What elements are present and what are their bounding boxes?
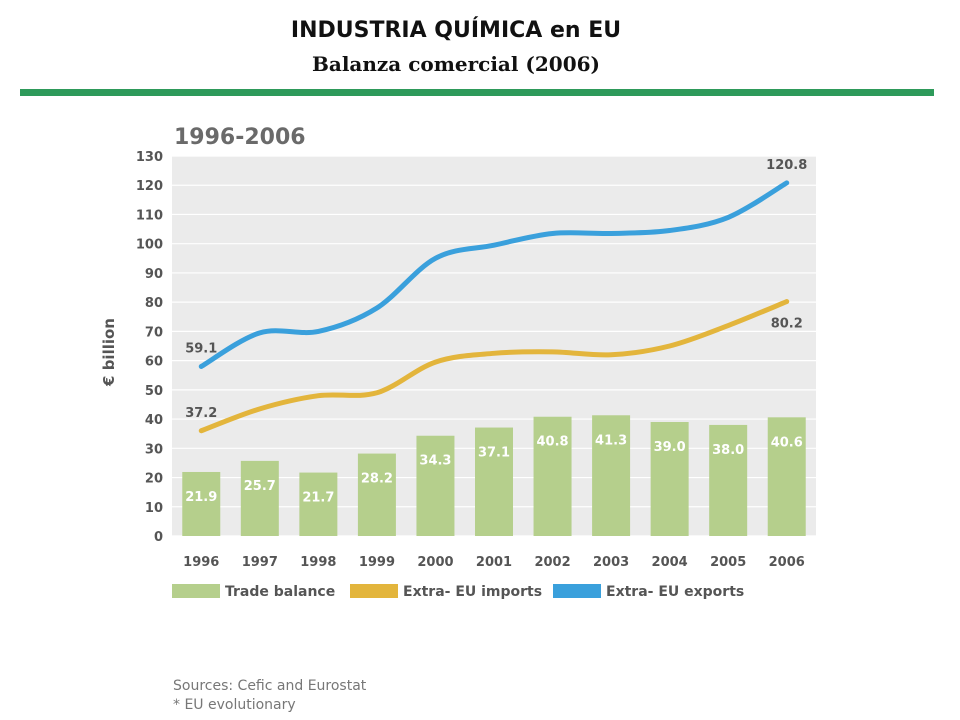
y-tick-label: 0 xyxy=(154,530,163,545)
trade-balance-bar xyxy=(182,471,221,536)
legend-swatch xyxy=(350,584,398,598)
legend: Trade balance Extra- EU imports Extra- EU … xyxy=(172,584,744,600)
line-value-label: 80.2 xyxy=(771,317,803,332)
x-tick-label: 2001 xyxy=(476,555,512,570)
slide-title: INDUSTRIA QUÍMICA en EU xyxy=(290,18,622,43)
x-tick-label: 1996 xyxy=(183,555,219,570)
bar-value-label: 39.0 xyxy=(654,440,686,455)
x-tick-label: 2003 xyxy=(593,555,629,570)
bar-value-label: 21.7 xyxy=(302,491,334,506)
bar-value-label: 34.3 xyxy=(419,454,451,469)
legend-swatch xyxy=(172,584,220,598)
bar-value-label: 40.8 xyxy=(537,435,569,450)
legend-label: Extra- EU exports xyxy=(606,584,744,600)
slide-subtitle: Balanza comercial (2006) xyxy=(311,52,601,76)
trade-balance-bar xyxy=(299,472,338,536)
y-tick-label: 120 xyxy=(136,179,163,194)
bar-value-label: 40.6 xyxy=(771,435,803,450)
imports-line xyxy=(198,299,790,434)
legend-label: Extra- EU imports xyxy=(403,584,542,600)
y-tick-label: 100 xyxy=(136,238,163,253)
bar-value-label: 25.7 xyxy=(244,479,276,494)
y-tick-label: 10 xyxy=(145,501,163,516)
y-tick-label: 30 xyxy=(145,442,163,457)
trade-balance-bar xyxy=(709,424,748,536)
trade-balance-bar xyxy=(533,416,572,536)
y-tick-label: 110 xyxy=(136,208,163,223)
x-tick-label: 2005 xyxy=(710,555,746,570)
x-tick-label: 2002 xyxy=(534,555,570,570)
bar-value-label: 28.2 xyxy=(361,472,393,487)
footnote: Sources: Cefic and Eurostat * EU evoluti… xyxy=(173,677,366,715)
bar-value-label: 37.1 xyxy=(478,446,510,461)
y-tick-label: 80 xyxy=(145,296,163,311)
trade-balance-bar xyxy=(416,435,455,536)
series-lines xyxy=(198,180,790,434)
y-axis-ticks: 0 10 20 30 40 50 60 70 80 90 100 110 120 130 xyxy=(136,150,163,545)
x-tick-label: 2004 xyxy=(652,555,688,570)
title-divider xyxy=(20,89,934,96)
x-tick-label: 1997 xyxy=(242,555,278,570)
y-tick-label: 90 xyxy=(145,267,163,282)
y-tick-label: 20 xyxy=(145,472,163,487)
trade-balance-bar xyxy=(650,422,689,536)
bar-value-label: 38.0 xyxy=(712,443,744,458)
trade-balance-bar xyxy=(240,460,279,536)
line-value-label: 37.2 xyxy=(185,406,217,421)
bar-value-label: 21.9 xyxy=(185,490,217,505)
series-annotations: 37.2 80.2 59.1 120.8 xyxy=(185,158,807,421)
y-tick-label: 40 xyxy=(145,413,163,428)
y-axis-label: € billion xyxy=(100,318,118,387)
y-tick-label: 50 xyxy=(145,384,163,399)
trade-balance-bar xyxy=(357,453,396,536)
footnote-sources: Sources: Cefic and Eurostat xyxy=(173,678,367,694)
footnote-note: * EU evolutionary xyxy=(173,697,296,713)
bar-value-label: 41.3 xyxy=(595,433,627,448)
x-tick-label: 2006 xyxy=(769,555,805,570)
x-tick-label: 2000 xyxy=(417,555,453,570)
y-tick-label: 60 xyxy=(145,355,163,370)
x-tick-label: 1998 xyxy=(300,555,336,570)
y-tick-label: 70 xyxy=(145,325,163,340)
trade-balance-bars: 21.9 25.7 21.7 28.2 34.3 37.1 40.8 41.3 39.0 38.0… xyxy=(182,415,806,536)
legend-swatch xyxy=(553,584,601,598)
x-axis-ticks: 1996 1997 1998 1999 2000 2001 2002 2003 2004 2005… xyxy=(183,555,805,570)
exports-line xyxy=(198,180,790,369)
trade-balance-bar xyxy=(592,415,631,536)
legend-label: Trade balance xyxy=(225,584,335,600)
trade-balance-bar xyxy=(767,417,806,536)
chart-title: 1996-2006 xyxy=(174,125,306,150)
x-tick-label: 1999 xyxy=(359,555,395,570)
line-value-label: 120.8 xyxy=(766,158,807,173)
line-value-label: 59.1 xyxy=(185,341,217,356)
trade-balance-bar xyxy=(475,427,513,536)
y-tick-label: 130 xyxy=(136,150,163,165)
